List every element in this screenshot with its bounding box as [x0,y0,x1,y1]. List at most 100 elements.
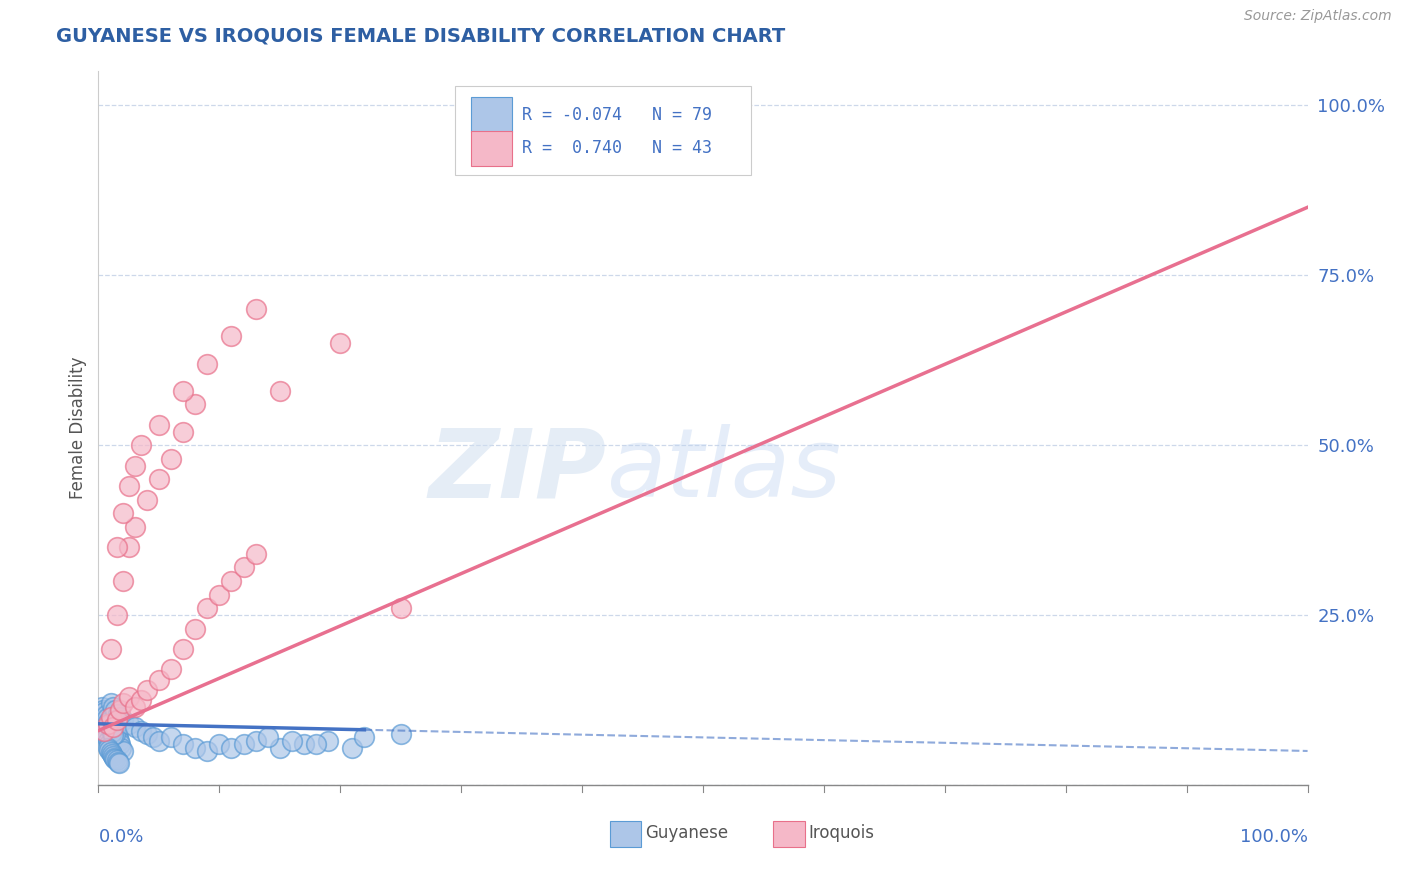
FancyBboxPatch shape [773,822,804,847]
Point [148,733,170,747]
Point [135,682,157,697]
Point [221,574,243,588]
Point [93,723,115,738]
Point [100,642,122,657]
Point [94,727,117,741]
Point [118,540,141,554]
Point [111,714,134,728]
Point [97,740,120,755]
Point [98,718,121,732]
Text: Source: ZipAtlas.com: Source: ZipAtlas.com [1244,9,1392,23]
Point [108,710,131,724]
Point [96,706,118,721]
Point [94,708,117,723]
Text: 0.0%: 0.0% [98,828,143,846]
Point [104,720,127,734]
FancyBboxPatch shape [456,86,751,175]
Point [389,727,412,741]
Point [96,711,118,725]
Point [329,336,352,351]
Point [97,716,120,731]
Point [245,733,267,747]
Point [160,731,183,745]
Point [101,714,124,728]
Point [103,751,125,765]
Point [101,699,124,714]
Point [100,725,122,739]
Point [100,745,122,759]
Point [389,601,412,615]
Point [104,703,127,717]
Y-axis label: Female Disability: Female Disability [69,357,87,500]
Point [221,740,243,755]
Point [124,519,146,533]
Point [129,693,152,707]
Point [118,690,141,704]
Point [245,547,267,561]
Point [100,710,122,724]
Point [195,744,218,758]
Point [256,731,278,745]
FancyBboxPatch shape [610,822,641,847]
Point [281,733,304,747]
Point [135,727,157,741]
Point [101,720,124,734]
Point [184,740,207,755]
Point [107,706,129,721]
Point [104,727,127,741]
Point [118,479,141,493]
Point [129,723,152,738]
Point [245,302,267,317]
Point [305,737,328,751]
Point [98,737,121,751]
Point [108,703,131,717]
Text: GUYANESE VS IROQUOIS FEMALE DISABILITY CORRELATION CHART: GUYANESE VS IROQUOIS FEMALE DISABILITY C… [56,27,786,45]
Point [292,737,315,751]
Point [100,747,122,762]
Text: Iroquois: Iroquois [808,824,875,842]
Point [124,458,146,473]
Point [96,731,118,745]
Point [342,740,364,755]
Point [135,492,157,507]
Point [105,540,128,554]
Point [105,727,128,741]
Point [93,705,115,719]
Point [100,722,122,736]
Point [105,723,128,738]
Point [172,384,194,398]
Point [105,714,128,728]
Point [316,733,339,747]
Point [108,737,131,751]
Point [91,699,114,714]
Text: ZIP: ZIP [429,425,606,517]
Point [142,731,165,745]
Point [353,731,375,745]
Point [221,329,243,343]
Point [111,574,134,588]
Point [208,588,231,602]
Text: R = -0.074   N = 79: R = -0.074 N = 79 [522,106,711,124]
Point [103,716,125,731]
Point [100,747,122,762]
Point [91,716,114,731]
Point [103,723,125,738]
Point [100,697,122,711]
Point [148,472,170,486]
Point [148,417,170,432]
Point [101,749,124,764]
Point [100,716,122,731]
Point [184,622,207,636]
Text: 100.0%: 100.0% [1240,828,1308,846]
Point [97,733,120,747]
Point [105,754,128,768]
Point [91,703,114,717]
Point [101,728,124,742]
Point [148,673,170,687]
Point [98,742,121,756]
Point [98,710,121,724]
Point [160,451,183,466]
Point [124,699,146,714]
Point [93,710,115,724]
Point [91,720,114,734]
